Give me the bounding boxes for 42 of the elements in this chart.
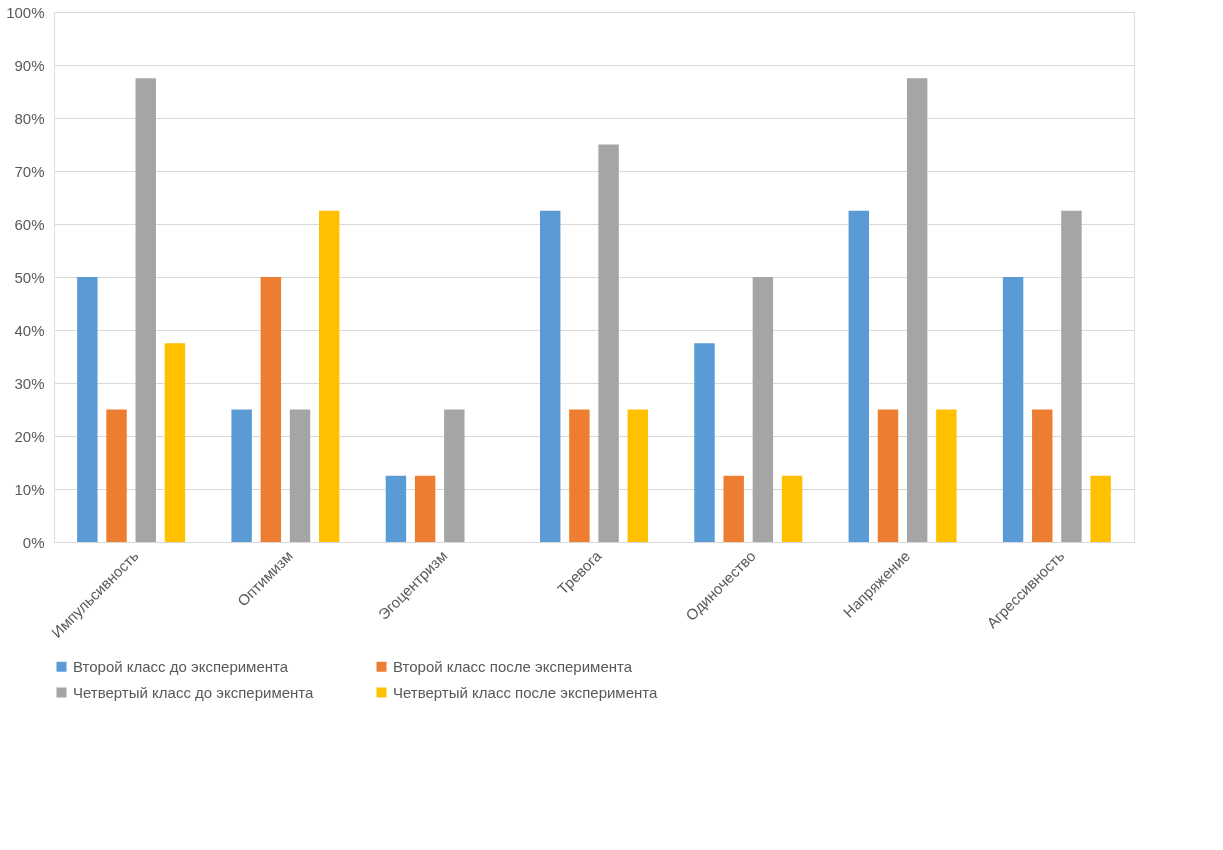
- y-tick-label: 90%: [14, 56, 45, 74]
- bar: [540, 210, 561, 542]
- bar: [414, 475, 436, 542]
- bar: [752, 277, 774, 542]
- bar: [289, 409, 311, 542]
- bar: [723, 475, 744, 542]
- bar: [319, 210, 340, 542]
- y-tick-label: 30%: [14, 374, 45, 392]
- bar: [444, 409, 465, 542]
- bar: [385, 475, 407, 542]
- bar: [135, 78, 156, 542]
- y-tick-label: 80%: [14, 109, 45, 127]
- bar: [694, 343, 715, 542]
- bar: [260, 277, 282, 542]
- y-tick-label: 20%: [14, 427, 45, 445]
- bar: [106, 409, 127, 542]
- bar: [598, 144, 619, 542]
- bar: [848, 210, 869, 542]
- legend-label: Второй класс до эксперимента: [73, 657, 289, 675]
- bar: [164, 343, 186, 542]
- y-tick-label: 60%: [14, 215, 45, 233]
- y-tick-label: 40%: [14, 321, 45, 339]
- bar: [1032, 409, 1053, 542]
- y-tick-label: 10%: [14, 480, 45, 498]
- y-tick-label: 100%: [6, 3, 45, 21]
- bar: [1002, 277, 1024, 542]
- bar: [231, 409, 252, 542]
- bar: [781, 475, 803, 542]
- y-tick-label: 0%: [22, 533, 45, 551]
- bar: [1061, 210, 1082, 542]
- legend-label: Второй класс после эксперимента: [393, 657, 633, 675]
- y-tick-label: 50%: [14, 268, 45, 286]
- y-tick-label: 70%: [14, 162, 45, 180]
- legend-label: Четвертый класс до эксперимента: [73, 683, 315, 701]
- bar: [877, 409, 899, 542]
- bar: [627, 409, 648, 542]
- legend-label: Четвертый класс после эксперимента: [393, 683, 658, 701]
- bar: [906, 78, 928, 542]
- bar: [77, 277, 98, 542]
- bar: [1090, 475, 1111, 542]
- bar: [569, 409, 590, 542]
- bar: [936, 409, 957, 542]
